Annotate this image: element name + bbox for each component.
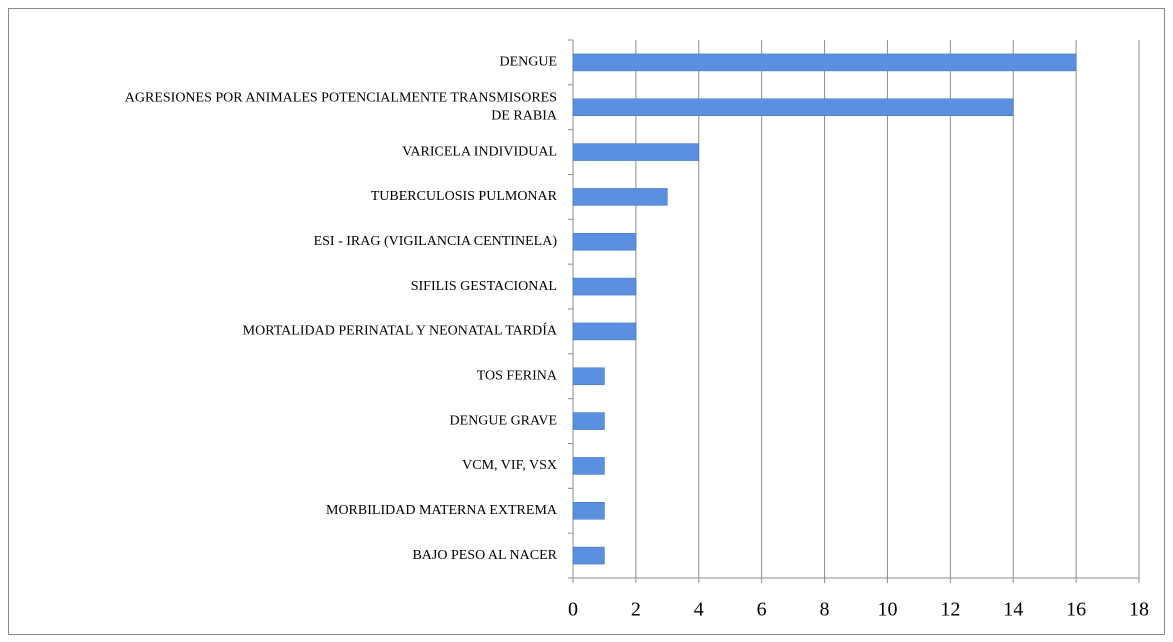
bar [572,277,637,296]
y-tick-label: MORTALIDAD PERINATAL Y NEONATAL TARDÍA [243,322,558,339]
y-tick-label: MORBILIDAD MATERNA EXTREMA [326,503,558,518]
y-tick-label: DENGUE [499,55,557,70]
bar [572,322,637,341]
x-tick-label: 6 [757,599,767,621]
x-tick-label: 2 [631,599,641,621]
y-tick-label: SIFILIS GESTACIONAL [411,279,557,294]
x-tick-label: 12 [940,599,960,621]
y-tick-label: BAJO PESO AL NACER [412,548,557,563]
bar [572,502,605,520]
y-tick-label: TOS FERINA [477,368,558,383]
y-tick-label: DENGUE GRAVE [450,413,557,428]
x-tick-label: 10 [877,599,897,621]
y-tick-label: TUBERCULOSIS PULMONAR [371,189,558,204]
x-tick-label: 8 [820,599,830,621]
x-tick-label: 16 [1066,599,1086,621]
y-tick-label: VARICELA INDIVIDUAL [402,144,557,159]
y-tick-label: VCM, VIF, VSX [462,458,557,473]
x-tick-label: 14 [1003,599,1023,621]
bar [572,367,605,385]
x-tick-label: 18 [1129,599,1149,621]
x-tick-label: 4 [694,599,704,621]
bar [572,188,668,206]
x-tick-label: 0 [568,599,578,621]
bar [572,546,605,565]
bar [572,53,1077,72]
bar [572,233,637,251]
bar [572,98,1014,116]
y-tick-label: ESI - IRAG (VIGILANCIA CENTINELA) [314,234,558,249]
y-tick-label: AGRESIONES POR ANIMALES POTENCIALMENTE T… [125,90,558,123]
bar [572,412,605,430]
bar [572,457,605,475]
bar [572,143,700,161]
